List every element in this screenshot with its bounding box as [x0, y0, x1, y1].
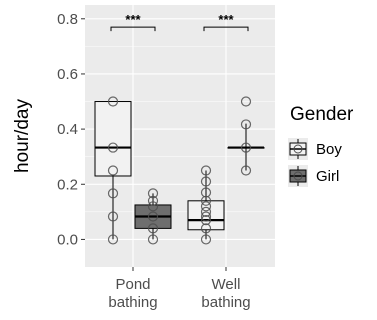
girl-data-point: [240, 119, 252, 130]
boy-data-point: [200, 165, 212, 176]
significance-label: ***: [218, 12, 234, 27]
boy-data-point: [200, 176, 212, 187]
girl-data-point: [240, 165, 252, 176]
y-tick-label: 0.2: [57, 176, 78, 193]
girl-data-point: [147, 188, 159, 199]
girl-data-point: [147, 223, 159, 234]
girl-data-point: [147, 211, 159, 222]
y-axis-title: hour/day: [12, 99, 33, 173]
boy-data-point: [107, 211, 119, 222]
girl-data-point: [240, 142, 252, 153]
boy-data-point: [107, 188, 119, 199]
boy-data-point: [107, 142, 119, 153]
boy-box: [94, 101, 132, 177]
legend-key-point: [293, 171, 303, 181]
boy-data-point: [200, 206, 212, 217]
girl-data-point: [147, 234, 159, 245]
legend-label-boy: Boy: [316, 141, 342, 158]
boy-data-point: [200, 201, 212, 212]
x-tick-label: Well: [212, 276, 241, 293]
grid-layer: [85, 5, 275, 267]
boy-data-point: [107, 165, 119, 176]
legend: Gender Boy Girl: [288, 104, 354, 187]
boy-data-point: [200, 187, 212, 198]
legend-key-point: [293, 144, 303, 154]
boy-data-point: [107, 96, 119, 107]
x-tick-label: Pond: [115, 276, 150, 293]
boy-data-point: [107, 234, 119, 245]
significance-bracket: [110, 26, 156, 32]
girl-data-point: [147, 195, 159, 206]
legend-label-girl: Girl: [316, 168, 339, 185]
significance-annotations: *** ***: [110, 12, 249, 32]
y-tick-label: 0.8: [57, 11, 78, 28]
x-tick-label: bathing: [201, 294, 250, 311]
y-tick-label: 0.4: [57, 121, 78, 138]
girl-data-point: [147, 201, 159, 212]
significance-label: ***: [125, 12, 141, 27]
significance-bracket: [203, 26, 249, 32]
boy-data-point: [200, 211, 212, 222]
points-layer: [107, 96, 252, 245]
boy-data-point: [200, 215, 212, 226]
legend-title: Gender: [290, 104, 354, 125]
boy-data-point: [200, 234, 212, 245]
y-tick-label: 0.0: [57, 231, 78, 248]
boy-data-point: [200, 195, 212, 206]
y-axis: 0.0 0.2 0.4 0.6 0.8: [57, 11, 85, 248]
boy-data-point: [200, 223, 212, 234]
y-tick-label: 0.6: [57, 66, 78, 83]
x-tick-label: bathing: [108, 294, 157, 311]
girl-data-point: [240, 96, 252, 107]
